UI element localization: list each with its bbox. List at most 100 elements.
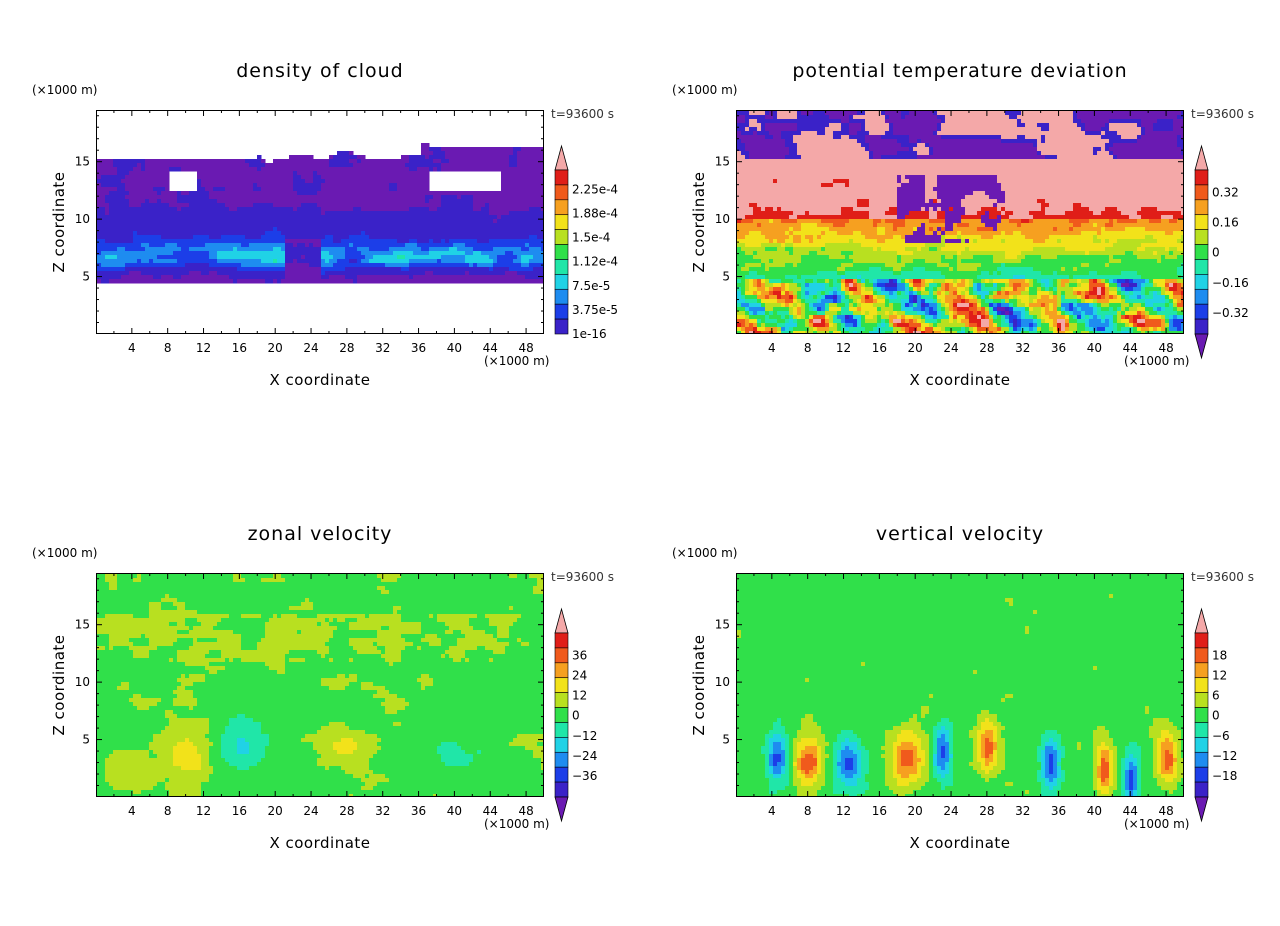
colorbar-label: 0 xyxy=(1212,709,1220,723)
colorbar-segment xyxy=(554,214,569,230)
colorbar-label: 6 xyxy=(1212,689,1220,703)
colorbar-label: 18 xyxy=(1212,648,1227,662)
x-tick-label: 36 xyxy=(411,804,426,818)
x-tick-label: 12 xyxy=(836,804,851,818)
colorbar-segment xyxy=(1194,259,1209,275)
x-tick-label: 28 xyxy=(979,341,994,355)
colorbar-min-triangle xyxy=(554,796,569,823)
x-tick-label: 40 xyxy=(1087,804,1102,818)
colorbar-max-triangle xyxy=(554,144,569,171)
x-tick-label: 48 xyxy=(518,804,533,818)
colorbar-label: 7.5e-5 xyxy=(572,279,610,293)
y-axis-label: Z coordinate xyxy=(50,171,68,272)
x-tick-label: 32 xyxy=(375,804,390,818)
x-tick-label: 36 xyxy=(411,341,426,355)
colorbar-label: 24 xyxy=(572,668,587,682)
x-tick-label: 24 xyxy=(943,341,958,355)
colorbar-segment xyxy=(554,169,569,186)
colorbar-segment xyxy=(1194,707,1209,723)
y-axis-label: Z coordinate xyxy=(690,634,708,735)
colorbar-label: 1.5e-4 xyxy=(572,231,610,245)
time-label: t=93600 s xyxy=(551,570,614,584)
y-tick-label: 10 xyxy=(715,675,730,689)
x-tick-label: 12 xyxy=(196,804,211,818)
x-tick-label: 20 xyxy=(908,341,923,355)
x-tick-label: 40 xyxy=(447,341,462,355)
colorbar-segment xyxy=(554,632,569,649)
y-tick-label: 5 xyxy=(82,270,90,284)
x-tick-label: 44 xyxy=(1123,341,1138,355)
chart-title: vertical velocity xyxy=(736,523,1184,545)
colorbar-segment xyxy=(554,677,569,693)
colorbar-segment xyxy=(554,662,569,679)
plot-area xyxy=(96,110,544,334)
colorbar-label: −24 xyxy=(572,749,597,763)
colorbar-segment xyxy=(554,244,569,260)
colorbar-segment xyxy=(1194,184,1209,201)
y-tick-label: 5 xyxy=(82,733,90,747)
y-axis-label: Z coordinate xyxy=(50,634,68,735)
colorbar-segment xyxy=(1194,214,1209,230)
colorbar-segment xyxy=(1194,274,1209,290)
colorbar-segment xyxy=(554,722,569,738)
x-tick-label: 48 xyxy=(1158,804,1173,818)
x-tick-label: 4 xyxy=(768,341,776,355)
colorbar-max-triangle xyxy=(1194,607,1209,634)
y-axis-label: Z coordinate xyxy=(690,171,708,272)
x-unit-label: (×1000 m) xyxy=(1124,354,1189,368)
y-tick-label: 5 xyxy=(722,270,730,284)
colorbar-segment xyxy=(554,766,569,783)
colorbar-segment xyxy=(1194,692,1209,708)
colorbar-label: 1e-16 xyxy=(572,327,607,341)
colorbar-min-triangle xyxy=(1194,796,1209,823)
chart-panel-potential-temperature: potential temperature deviation (×1000 m… xyxy=(640,0,1280,463)
x-tick-label: 8 xyxy=(804,341,812,355)
x-tick-label: 20 xyxy=(268,804,283,818)
colorbar-segment xyxy=(1194,751,1209,768)
colorbar-max-triangle xyxy=(1194,144,1209,171)
x-tick-label: 28 xyxy=(339,341,354,355)
colorbar-segment xyxy=(554,274,569,290)
y-tick-label: 10 xyxy=(75,675,90,689)
colorbar-segment xyxy=(1194,677,1209,693)
y-tick-label: 15 xyxy=(75,155,90,169)
colorbar-label: −6 xyxy=(1212,729,1230,743)
heatmap-field xyxy=(737,574,1183,796)
x-tick-label: 44 xyxy=(1123,804,1138,818)
heatmap-field xyxy=(97,574,543,796)
x-unit-label: (×1000 m) xyxy=(484,354,549,368)
colorbar-label: −36 xyxy=(572,769,597,783)
colorbar-label: 12 xyxy=(572,689,587,703)
time-label: t=93600 s xyxy=(551,107,614,121)
x-tick-label: 32 xyxy=(375,341,390,355)
colorbar-segment xyxy=(554,692,569,708)
colorbar-segment xyxy=(1194,662,1209,679)
colorbar-segment xyxy=(554,318,569,335)
x-tick-label: 40 xyxy=(1087,341,1102,355)
chart-title: density of cloud xyxy=(96,60,544,82)
x-tick-label: 44 xyxy=(483,804,498,818)
chart-title: zonal velocity xyxy=(96,523,544,545)
x-tick-label: 40 xyxy=(447,804,462,818)
chart-panel-cloud-density: density of cloud (×1000 m) t=93600 s Z c… xyxy=(0,0,640,463)
colorbar-segment xyxy=(554,303,569,320)
colorbar-label: −12 xyxy=(572,729,597,743)
x-unit-label: (×1000 m) xyxy=(484,817,549,831)
x-tick-label: 16 xyxy=(232,804,247,818)
x-tick-label: 16 xyxy=(232,341,247,355)
colorbar-label: 3.75e-5 xyxy=(572,303,618,317)
colorbar-segment xyxy=(1194,303,1209,320)
colorbar-segment xyxy=(1194,632,1209,649)
colorbar-label: −12 xyxy=(1212,749,1237,763)
heatmap-field xyxy=(97,143,543,284)
colorbar-segment xyxy=(1194,229,1209,245)
colorbar-segment xyxy=(554,707,569,723)
x-tick-label: 24 xyxy=(303,804,318,818)
colorbar-label: −0.32 xyxy=(1212,306,1249,320)
colorbar-label: 0.32 xyxy=(1212,185,1239,199)
colorbar-segment xyxy=(1194,244,1209,260)
x-tick-label: 8 xyxy=(164,341,172,355)
x-tick-label: 8 xyxy=(804,804,812,818)
colorbar-segment xyxy=(1194,199,1209,216)
x-tick-label: 4 xyxy=(768,804,776,818)
